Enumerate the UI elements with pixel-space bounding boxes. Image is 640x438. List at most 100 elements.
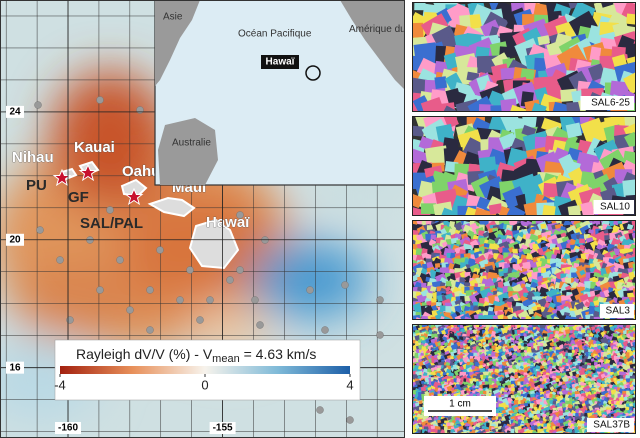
grain [474,361,480,367]
continent [158,118,218,185]
highlight-box [261,55,299,69]
highlight-label: Hawaï [266,57,295,68]
grain [623,230,630,237]
grain [622,433,628,434]
grain [412,125,425,137]
grain [478,331,483,336]
site-label: GF [68,189,89,206]
grain [613,220,620,226]
inset-label: Océan Pacifique [238,29,312,40]
grain [626,342,632,348]
grain [426,368,432,373]
grain [426,300,432,307]
grain [443,52,460,70]
grain [565,122,583,139]
lat-tick-label: 16 [9,362,21,373]
grain [483,242,490,248]
grain [412,193,423,209]
grain [603,345,609,350]
grain [555,262,562,268]
station [66,316,74,324]
grain [482,231,490,239]
grain [632,247,636,255]
grain [575,373,580,378]
grain [593,272,600,278]
inset-label: Australie [172,138,211,149]
grain [588,336,593,342]
grain [593,299,600,306]
grain [464,282,471,287]
station [36,226,44,234]
grain [482,363,487,368]
grain [593,343,598,348]
lon-tick-label: -155 [213,423,233,434]
grain [441,241,449,248]
colorbar-subscript: mean [212,353,240,365]
grain [434,76,448,89]
grain [620,404,625,409]
micrograph-frame [412,116,636,216]
micrograph-label: SAL6-25 [591,98,630,109]
grain [520,371,525,375]
station [34,101,42,109]
grain [417,375,422,380]
inset-label: Amérique du Nord [349,24,430,35]
grain [517,310,532,320]
station [206,296,214,304]
inset-label: Asie [163,12,183,23]
grain [434,263,441,268]
station [236,211,244,219]
grain [632,236,636,245]
grain [602,351,608,358]
station [146,286,154,294]
grain [494,296,500,303]
grain [421,282,427,289]
station [146,326,154,334]
grain [425,337,432,344]
grain [562,431,569,434]
grain [580,201,595,216]
grain [425,258,433,265]
grain [631,220,636,227]
grain [489,431,495,434]
grain [505,205,526,216]
grain [414,2,426,11]
grain [425,292,434,300]
grain [584,301,591,308]
label-box [600,304,634,318]
grain [623,258,629,263]
grain [581,329,586,334]
grain [488,203,503,215]
grain [432,148,448,164]
grain [504,387,509,391]
island-label: Nihau [12,149,54,166]
grain [606,353,612,359]
colorbar-title: Rayleigh dV/V (%) - Vmean = 4.63 km/s [76,346,316,365]
grain [596,243,603,251]
grain [590,358,595,362]
grain [527,308,535,315]
micrograph [412,116,636,216]
colorbar-ramp [60,366,350,374]
station [251,296,259,304]
grain [513,243,521,251]
colorbar-ticks: -4 0 4 [54,374,354,392]
grain [623,396,628,401]
site-star [124,187,144,206]
grain [513,270,522,279]
grain [478,336,483,341]
grain [622,371,627,375]
grain [475,324,480,328]
grain [545,295,553,303]
colorbar-tick-label: 0 [201,377,208,392]
grain [542,333,548,338]
grain [468,368,473,373]
station [346,416,354,424]
grain [498,368,503,372]
grain [430,234,437,241]
grain [497,345,502,350]
grain [557,355,563,360]
grain [579,269,586,276]
grain [420,352,424,357]
site-label: PU [26,177,47,194]
